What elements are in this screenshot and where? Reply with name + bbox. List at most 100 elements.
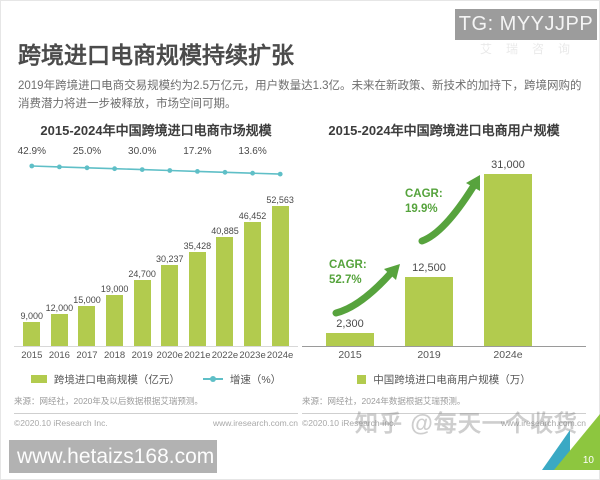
- cagr-arrowhead-1: [384, 264, 400, 280]
- bar-2015: [326, 333, 374, 346]
- cagr-arrowhead-2: [466, 175, 480, 191]
- bar-value-label: 15,000: [73, 295, 101, 305]
- cagr-annotation-2: CAGR: 19.9%: [405, 187, 443, 217]
- bar-column-2022e: 40,885: [211, 141, 239, 346]
- bar-column-2019: 12,500: [405, 262, 453, 346]
- x-tick-label: 2015: [338, 349, 362, 361]
- bar-2020e: [161, 265, 179, 346]
- bar-2023e: [244, 222, 262, 346]
- legend-label: 中国跨境进口电商用户规模（万）: [373, 373, 531, 386]
- x-tick-label: 2024e: [493, 349, 523, 361]
- cagr-arrow-2: [418, 183, 477, 245]
- bar-value-label: 46,452: [238, 211, 267, 221]
- line-point: [250, 170, 256, 176]
- x-tick-label: 2019: [131, 349, 153, 361]
- bar-value-label: 30,237: [156, 254, 184, 264]
- page-subtitle: 2019年跨境进口电商交易规模约为2.5万亿元，用户数量达1.3亿。未来在新政策…: [18, 80, 582, 110]
- x-tick-label: 2023e: [239, 349, 266, 361]
- user-scale-chart-panel: 2015-2024年中国跨境进口电商用户规模 2,300 12,500 31,000…: [302, 120, 586, 428]
- growth-rate-label: 30.0%: [128, 146, 156, 157]
- right-legend: 中国跨境进口电商用户规模（万）: [302, 372, 586, 386]
- bar-column-2024e: 31,000: [484, 159, 532, 346]
- line-point: [195, 169, 200, 174]
- cagr-value: 52.7%: [329, 273, 362, 286]
- bar-2019: [133, 280, 151, 346]
- right-source-note: 来源：网经社，2024年数据根据艾瑞预测。: [302, 396, 466, 406]
- x-tick-label: 2022e: [211, 349, 239, 361]
- charts-row: 2015-2024年中国跨境进口电商市场规模 9,000 12,000 15,000…: [14, 120, 586, 428]
- bar-2015: [23, 322, 41, 346]
- bar-2017: [78, 306, 96, 346]
- line-point: [57, 164, 62, 170]
- bar-value-label: 12,500: [412, 262, 446, 274]
- iresearch-url: www.iresearch.com.cn: [212, 418, 298, 428]
- left-legend: 跨境进口电商规模（亿元） 增速（%）: [14, 372, 298, 386]
- x-tick-label: 2019: [417, 349, 441, 361]
- left-source-note: 来源：网经社，2020年及以后数据根据艾瑞预测。: [14, 396, 203, 406]
- bar-column-2016: 12,000: [46, 141, 74, 346]
- site-watermark-banner: www.hetaizs168.com: [9, 440, 217, 473]
- page-title: 跨境进口电商规模持续扩张: [18, 42, 294, 68]
- growth-rate-label: 25.0%: [73, 146, 101, 157]
- copyright-text: ©2020.10 iResearch Inc.: [302, 418, 396, 428]
- bar-2018: [106, 295, 124, 346]
- bar-value-label: 40,885: [211, 226, 239, 236]
- bar-column-2020e: 30,237: [156, 141, 184, 346]
- cagr-label: CAGR:: [405, 188, 443, 200]
- legend-square-swatch: [357, 374, 367, 384]
- bar-value-label: 35,428: [183, 241, 212, 251]
- right-bars: 2,300 12,500 31,000: [302, 141, 586, 346]
- bar-2024e: [271, 206, 289, 346]
- bar-2021e: [188, 252, 206, 346]
- x-tick-label: 2015: [21, 349, 43, 361]
- x-tick-label: 2021e: [184, 349, 211, 361]
- right-x-axis-labels: 2015 2019 2024e: [302, 347, 586, 363]
- iresearch-logo-watermark: 艾瑞咨询: [479, 42, 584, 56]
- page-number: 10: [582, 455, 594, 466]
- growth-line: 42.9% 25.0% 30.0% 17.2% 13.6%: [18, 146, 283, 177]
- x-tick-label: 2020e: [156, 349, 183, 361]
- bar-column-2017: 15,000: [73, 141, 101, 346]
- line-point: [139, 167, 145, 172]
- bar-column-2015: 2,300: [326, 318, 374, 346]
- bar-column-2023e: 46,452: [239, 141, 267, 346]
- line-point: [112, 166, 117, 172]
- cagr-arrows: [332, 175, 480, 317]
- zhihu-watermark: 知乎 @每天一个收货: [355, 410, 578, 436]
- bar-2024e: [484, 174, 532, 346]
- left-x-axis-labels: 2015 2016 2017 2018 2019 2020e 2021e 2022e 2023e…: [14, 347, 298, 363]
- legend-bar-swatch: [30, 375, 47, 383]
- right-chart-plot: 2,300 12,500 31,000 CAGR: 52.7% CAGR: 19.9…: [302, 141, 586, 347]
- bar-2022e: [216, 237, 234, 346]
- growth-rate-label: 42.9%: [18, 146, 46, 157]
- line-point: [277, 171, 283, 177]
- cagr-arrow-1: [332, 270, 394, 317]
- bar-value-label: 31,000: [491, 159, 525, 171]
- bar-value-label: 19,000: [100, 284, 129, 294]
- cagr-label: CAGR:: [329, 259, 367, 271]
- line-point: [167, 168, 173, 173]
- tg-watermark-badge: TG: MYYJJPP: [455, 9, 597, 40]
- bar-column-2015: 9,000: [18, 141, 46, 346]
- bar-column-2021e: 35,428: [184, 141, 212, 346]
- bar-2019: [405, 277, 453, 346]
- bar-column-2024e: 52,563: [266, 141, 294, 346]
- right-chart-title: 2015-2024年中国跨境进口电商用户规模: [328, 123, 560, 138]
- left-chart-plot: 9,000 12,000 15,000 19,000 24,700 30,237 35,42…: [14, 141, 298, 347]
- market-size-chart-panel: 2015-2024年中国跨境进口电商市场规模 9,000 12,000 15,000…: [14, 120, 298, 428]
- bar-value-label: 12,000: [45, 303, 74, 313]
- line-point: [29, 163, 35, 169]
- x-tick-label: 2016: [48, 349, 70, 361]
- bar-value-label: 9,000: [20, 311, 44, 321]
- cagr-value: 19.9%: [405, 202, 438, 215]
- left-panel-footer: ©2020.10 iResearch Inc. www.iresearch.co…: [14, 413, 298, 428]
- bar-value-label: 2,300: [336, 318, 364, 330]
- legend-line-label: 增速（%）: [229, 373, 282, 386]
- bar-2016: [50, 314, 68, 346]
- corner-triangle-green: [554, 414, 600, 470]
- x-tick-label: 2017: [76, 349, 98, 361]
- copyright-text: ©2020.10 iResearch Inc.: [14, 418, 108, 428]
- x-tick-label: 2024e: [266, 349, 294, 361]
- iresearch-url: www.iresearch.com.cn: [500, 418, 586, 428]
